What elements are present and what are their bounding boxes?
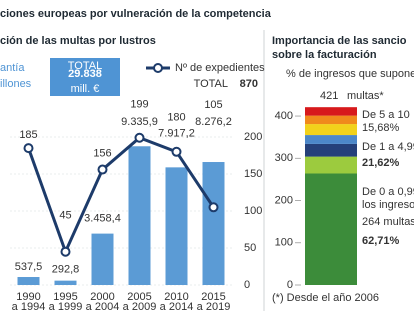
- y2-tick-label: 0: [244, 279, 250, 291]
- total-box-text: mill. €: [71, 83, 100, 95]
- bar-value-label: 3.458,4: [84, 213, 121, 225]
- x-tick-label: 2010: [164, 291, 188, 303]
- panel-subtitle: % de ingresos que supone la m: [286, 68, 414, 80]
- bar: [128, 146, 151, 285]
- y2-tick-label: 150: [244, 168, 262, 180]
- panel-title: sobre la facturación: [272, 49, 377, 61]
- bar-total-unit: multas*: [347, 90, 384, 102]
- x-tick-label: a 2019: [197, 301, 231, 311]
- bar-segment: [305, 124, 357, 136]
- x-tick-label: 2000: [90, 291, 114, 303]
- y-tick-label: 100: [275, 237, 293, 249]
- bar-value-label: 9.335,9: [121, 116, 158, 128]
- chart-title: ciones europeas por vulneración de la co…: [0, 8, 272, 20]
- x-tick-label: 2005: [127, 291, 151, 303]
- line-value-label: 45: [59, 210, 71, 222]
- panel-title: Importancia de las sancio: [272, 35, 407, 47]
- chart-subtitle: ción de las multas por lustros: [0, 35, 156, 47]
- total-box: [50, 58, 120, 96]
- group-share: 62,71%: [362, 235, 400, 247]
- bar: [91, 233, 114, 285]
- group-label: los ingreso: [362, 199, 414, 211]
- line-marker: [208, 202, 219, 213]
- line-value-label: 185: [19, 129, 37, 141]
- bar-segment: [305, 107, 357, 116]
- y-tick-label: 0: [287, 279, 293, 291]
- bar-segment: [305, 115, 357, 125]
- x-tick-label: 1995: [53, 291, 77, 303]
- bar-segment: [305, 156, 357, 174]
- line-marker: [60, 246, 71, 257]
- bar-total: 421: [320, 90, 338, 102]
- line-value-label: 156: [93, 147, 111, 159]
- bar-segment: [305, 135, 357, 144]
- x-tick-label: a 1999: [49, 301, 83, 311]
- x-tick-label: a 1994: [12, 301, 46, 311]
- group-share: 15,68%: [362, 122, 400, 134]
- x-tick-label: a 2004: [86, 301, 120, 311]
- line: [27, 136, 215, 256]
- line-value-label: 199: [130, 99, 148, 111]
- bar-value-label: 8.276,2: [195, 116, 232, 128]
- group-label: De 1 a 4,99: [362, 141, 414, 153]
- total-box-text: 29.838: [68, 68, 102, 80]
- bar-value-label: 292,8: [52, 264, 80, 276]
- line-value-label: 105: [204, 99, 222, 111]
- bar: [202, 162, 225, 285]
- bar-segment: [305, 173, 357, 285]
- bar: [17, 277, 40, 285]
- legend-label: Nº de expedientes: [175, 62, 265, 74]
- bar-value-label: 537,5: [15, 261, 43, 273]
- bar-segment: [305, 143, 357, 157]
- line-marker: [134, 132, 145, 143]
- x-tick-label: a 2009: [123, 301, 157, 311]
- y2-tick-label: 100: [244, 205, 262, 217]
- y2-tick-label: 200: [244, 131, 262, 143]
- total-box-text: TOTAL: [68, 60, 102, 72]
- group-label: 264 multas: [362, 216, 414, 228]
- bar: [54, 280, 77, 285]
- group-label: De 0 a 0,99: [362, 186, 414, 198]
- footnote: (*) Desde el año 2006: [272, 292, 379, 304]
- total-line-label: TOTAL: [194, 78, 228, 90]
- y-tick-label: 400: [275, 110, 293, 122]
- legend-marker: [153, 63, 163, 73]
- y2-tick-label: 50: [244, 242, 256, 254]
- bar-value-label: 7.917,2: [158, 127, 195, 139]
- x-tick-label: 1990: [16, 291, 40, 303]
- y-tick-label: 300: [275, 152, 293, 164]
- line-marker: [171, 146, 182, 157]
- bar: [165, 167, 188, 285]
- line-marker: [23, 143, 34, 154]
- y-axis-label: illones: [0, 78, 32, 90]
- line-value-label: 180: [167, 112, 185, 124]
- group-label: De 5 a 10: [362, 109, 410, 121]
- group-share: 21,62%: [362, 157, 400, 169]
- y-axis-label: antía: [0, 62, 25, 74]
- line-marker: [97, 164, 108, 175]
- total-line-value: 870: [240, 78, 258, 90]
- y-tick-label: 200: [275, 194, 293, 206]
- x-tick-label: 2015: [201, 291, 225, 303]
- x-tick-label: a 2014: [160, 301, 194, 311]
